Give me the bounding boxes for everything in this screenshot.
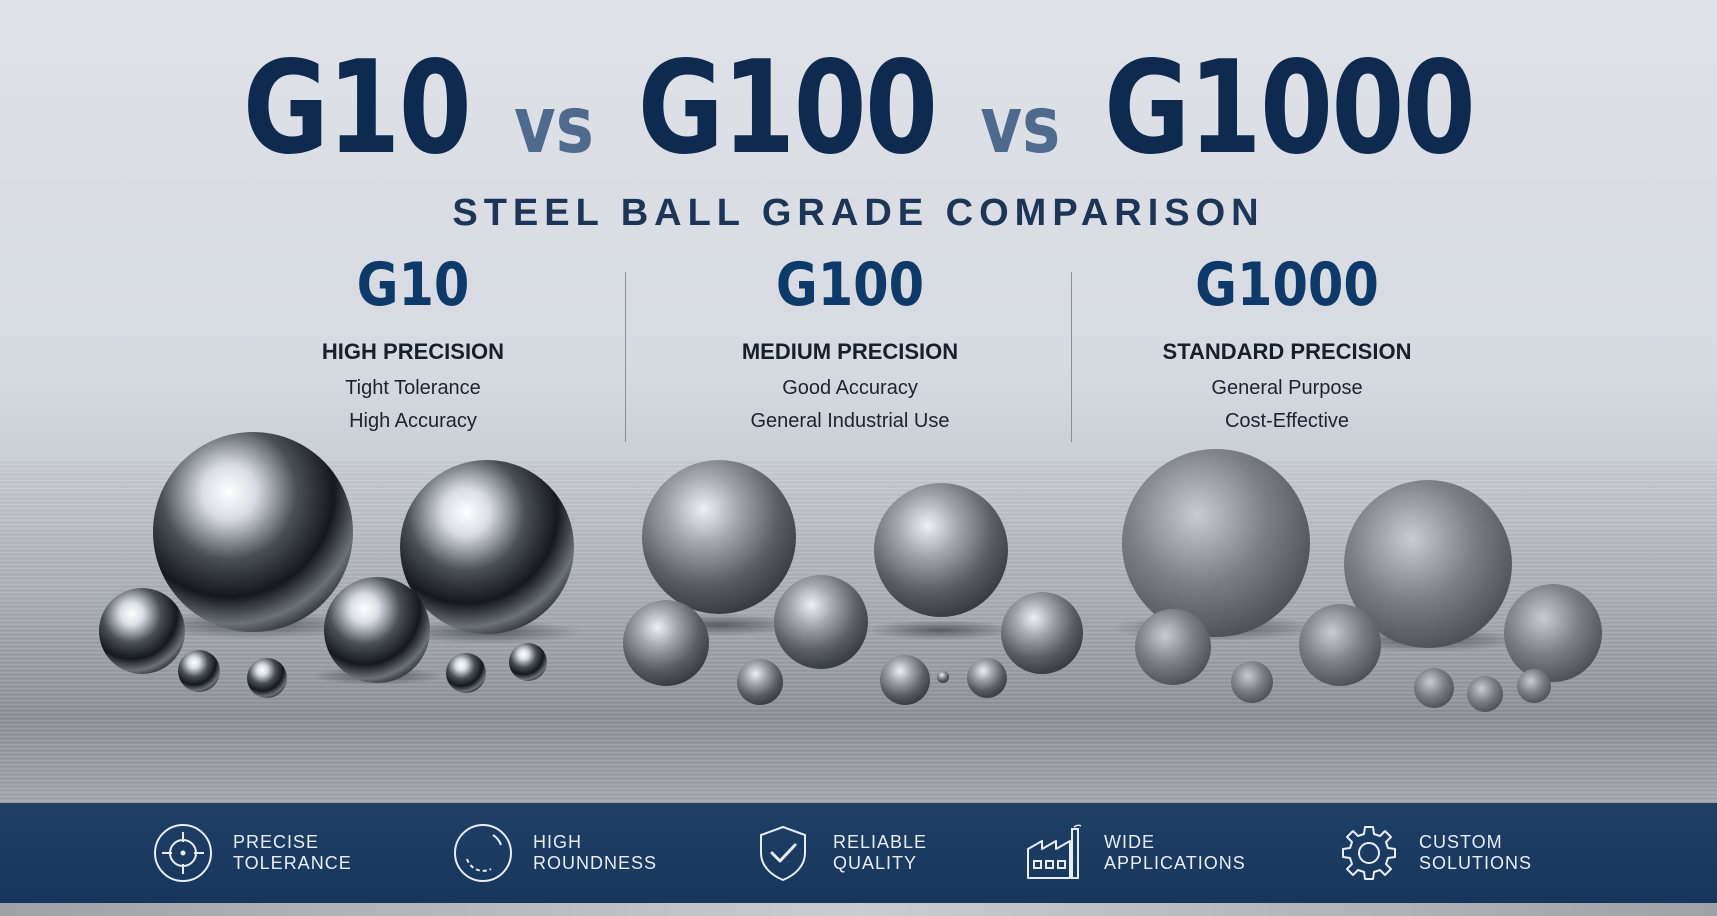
circle-icon [454, 824, 512, 882]
grade-title: G100 [775, 250, 925, 320]
grade-title: G10 [356, 250, 470, 320]
feature-high-roundness: HIGH ROUNDNESS [453, 823, 683, 883]
headline-g100: G100 [637, 34, 938, 183]
feature-line-2: TOLERANCE [233, 853, 352, 873]
precision-level: HIGH PRECISION [321, 339, 505, 364]
bottom-strip [0, 903, 1717, 916]
headline-g1000: G1000 [1104, 34, 1476, 183]
feature-line-2: QUALITY [833, 853, 918, 873]
feature-text: General Industrial Use [750, 410, 950, 432]
steel-balls-photo [99, 432, 1602, 712]
feature-line-2: APPLICATIONS [1104, 853, 1246, 873]
headline-vs-2: vs [980, 81, 1061, 171]
shield-check-icon [760, 825, 806, 882]
grade-title: G1000 [1195, 250, 1379, 320]
grade-column-g10: G10 HIGH PRECISION Tight Tolerance High … [193, 255, 633, 433]
feature-text: High Accuracy [349, 410, 477, 432]
feature-line-1: PRECISE [233, 832, 320, 852]
feature-line-2: SOLUTIONS [1419, 853, 1533, 873]
feature-text: General Purpose [1211, 377, 1363, 399]
headline-vs-1: vs [514, 81, 594, 171]
headline-g10: G10 [242, 34, 472, 183]
precision-level: STANDARD PRECISION [1162, 339, 1412, 364]
column-divider [625, 272, 626, 442]
subtitle: STEEL BALL GRADE COMPARISON [452, 192, 1265, 234]
feature-text: Tight Tolerance [345, 377, 481, 399]
feature-line-1: WIDE [1104, 832, 1155, 852]
feature-precise-tolerance: PRECISE TOLERANCE [153, 823, 383, 883]
feature-reliable-quality: RELIABLE QUALITY [753, 823, 983, 883]
grade-column-g100: G100 MEDIUM PRECISION Good Accuracy Gene… [630, 255, 1070, 433]
feature-custom-solutions: CUSTOM SOLUTIONS [1339, 823, 1569, 883]
precision-level: MEDIUM PRECISION [741, 339, 959, 364]
feature-line-1: CUSTOM [1419, 832, 1503, 852]
factory-icon [1027, 824, 1082, 879]
feature-wide-applications: WIDE APPLICATIONS [1024, 823, 1254, 883]
grade-column-g1000: G1000 STANDARD PRECISION General Purpose… [1067, 255, 1507, 433]
feature-line-2: ROUNDNESS [533, 853, 658, 873]
column-divider [1071, 272, 1072, 442]
headline: G10 vs G100 vs G1000 [155, 45, 1563, 173]
feature-line-1: HIGH [533, 832, 582, 852]
feature-line-1: RELIABLE [833, 832, 928, 852]
feature-band: PRECISE TOLERANCE HIGH ROUNDNESS RELIABLE Q… [0, 803, 1717, 903]
feature-text: Cost-Effective [1224, 410, 1350, 432]
feature-text: Good Accuracy [782, 377, 918, 399]
crosshair-icon [154, 824, 212, 882]
gear-icon [1342, 826, 1396, 880]
